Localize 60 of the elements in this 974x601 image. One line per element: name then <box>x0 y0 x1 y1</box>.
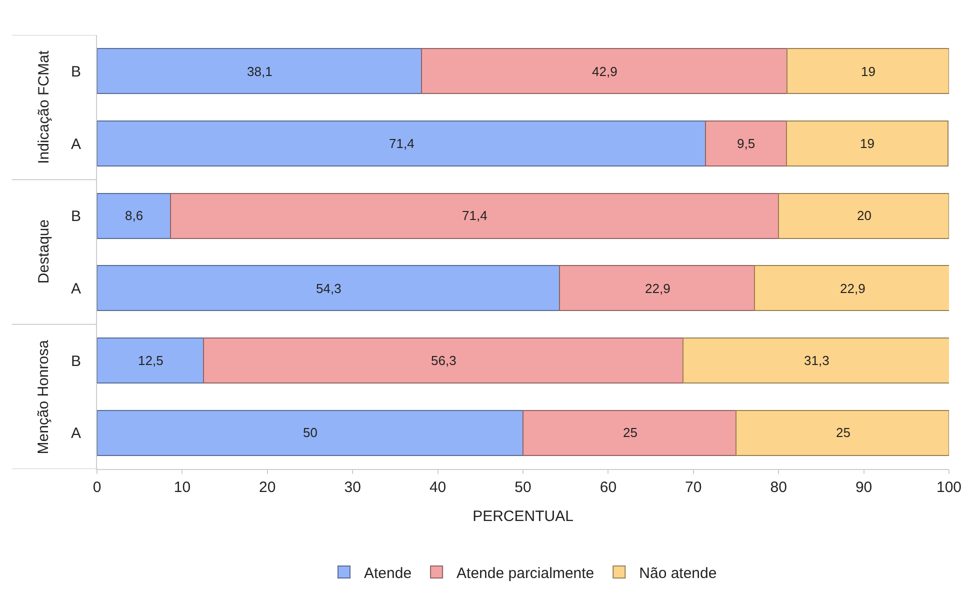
data-label: 9,5 <box>737 136 756 151</box>
x-tick-label: 10 <box>174 479 191 496</box>
bar <box>97 265 560 312</box>
data-label: 12,5 <box>138 353 164 368</box>
bar <box>736 410 949 456</box>
data-label: 19 <box>861 64 876 79</box>
bar <box>97 192 171 239</box>
data-label: 20 <box>857 208 872 223</box>
data-label: 71,4 <box>462 208 488 223</box>
x-axis-title: PERCENTUAL <box>472 508 574 525</box>
data-label: 71,4 <box>389 136 414 151</box>
data-label: 31,3 <box>804 353 830 368</box>
data-label: 54,3 <box>316 281 342 296</box>
y-tick-label: A <box>70 136 81 153</box>
data-label: 25 <box>836 425 850 440</box>
x-tick-label: 0 <box>92 479 102 496</box>
bar <box>421 48 788 94</box>
data-label: 8,6 <box>125 208 144 223</box>
data-label: 19 <box>860 136 874 151</box>
bar <box>203 338 684 384</box>
data-label: 56,3 <box>431 353 456 368</box>
x-tick-label: 70 <box>685 479 702 496</box>
data-label: 22,9 <box>840 281 866 296</box>
bar <box>97 338 204 384</box>
x-tick-label: 30 <box>344 479 361 496</box>
x-tick-label: 20 <box>259 479 276 496</box>
data-label: 50 <box>303 425 318 440</box>
bar <box>97 410 524 456</box>
x-tick-label: 100 <box>936 479 962 496</box>
text: Menção Honrosa <box>34 339 52 454</box>
bar <box>786 120 949 166</box>
bar <box>97 48 422 94</box>
x-tick-label: 60 <box>600 479 617 496</box>
data-label: 25 <box>623 425 638 440</box>
bar <box>522 410 736 456</box>
bar <box>704 120 787 166</box>
x-tick-label: 50 <box>514 479 532 496</box>
x-tick-label: 40 <box>429 479 446 496</box>
bar <box>170 192 780 239</box>
data-label: 38,1 <box>247 64 272 79</box>
legend-label: Atende <box>364 564 412 582</box>
x-tick-label: 90 <box>855 479 872 496</box>
y-tick-label: A <box>70 425 81 442</box>
data-label: 42,9 <box>592 64 618 79</box>
text: Indicação FCMat <box>35 50 52 164</box>
text: Destaque <box>36 219 53 284</box>
bar <box>682 338 949 384</box>
y-tick-label: B <box>70 208 81 226</box>
x-tick-label: 80 <box>770 479 787 496</box>
y-tick-label: B <box>70 352 81 370</box>
bar <box>786 48 949 94</box>
bar <box>754 265 949 312</box>
y-tick-label: A <box>70 280 81 298</box>
bar <box>778 192 949 239</box>
legend-label: Não atende <box>639 564 717 582</box>
y-tick-label: B <box>70 63 81 80</box>
bar <box>97 120 706 166</box>
data-label: 22,9 <box>645 281 670 296</box>
legend-label: Atende parcialmente <box>456 564 594 582</box>
bar <box>559 265 756 312</box>
